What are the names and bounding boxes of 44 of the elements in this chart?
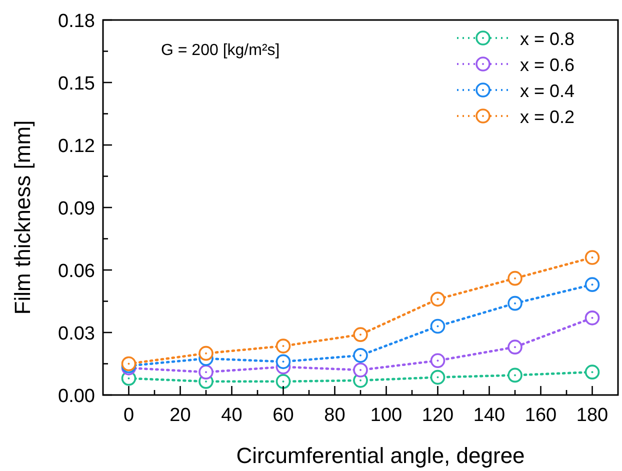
point xyxy=(508,368,522,383)
x-tick-label: 60 xyxy=(272,405,294,426)
y-tick-label: 0.12 xyxy=(58,136,95,157)
y-tick-label: 0.06 xyxy=(58,261,95,282)
point xyxy=(584,310,600,326)
point xyxy=(584,277,600,292)
x-tick-label: 120 xyxy=(422,405,454,426)
point xyxy=(584,364,600,380)
point xyxy=(198,364,214,380)
point xyxy=(276,374,291,389)
point xyxy=(508,296,522,311)
x-tick-label: 0 xyxy=(123,405,134,426)
point xyxy=(353,327,368,342)
point xyxy=(584,250,600,265)
y-tick-label: 0.00 xyxy=(58,386,95,407)
x-tick-label: 20 xyxy=(170,405,191,426)
legend-label: x = 0.6 xyxy=(520,55,575,75)
annotation: G = 200 [kg/m²s] xyxy=(161,42,280,59)
y-axis-title: Film thickness [mm] xyxy=(10,120,35,315)
legend-label: x = 0.8 xyxy=(520,29,575,49)
x-tick-label: 40 xyxy=(221,405,242,426)
x-tick-label: 140 xyxy=(473,405,506,426)
point xyxy=(430,292,446,307)
point xyxy=(430,353,446,368)
y-tick-label: 0.03 xyxy=(58,324,95,344)
point xyxy=(353,348,368,363)
x-tick-label: 160 xyxy=(524,405,557,426)
x-tick-label: 100 xyxy=(370,405,402,426)
point xyxy=(353,362,368,378)
x-tick-label: 180 xyxy=(576,405,608,426)
legend-label: x = 0.4 xyxy=(520,81,575,101)
y-tick-label: 0.15 xyxy=(58,74,95,94)
point xyxy=(198,346,214,361)
x-axis-title: Circumferential angle, degree xyxy=(236,443,525,468)
point xyxy=(430,370,446,385)
y-tick-label: 0.09 xyxy=(58,198,95,220)
point xyxy=(508,340,522,354)
legend-label: x = 0.2 xyxy=(520,107,575,127)
point xyxy=(430,318,446,334)
point xyxy=(508,270,522,286)
x-tick-label: 80 xyxy=(324,405,346,426)
y-tick-label: 0.18 xyxy=(58,11,95,32)
point xyxy=(276,354,291,370)
point xyxy=(276,338,291,354)
